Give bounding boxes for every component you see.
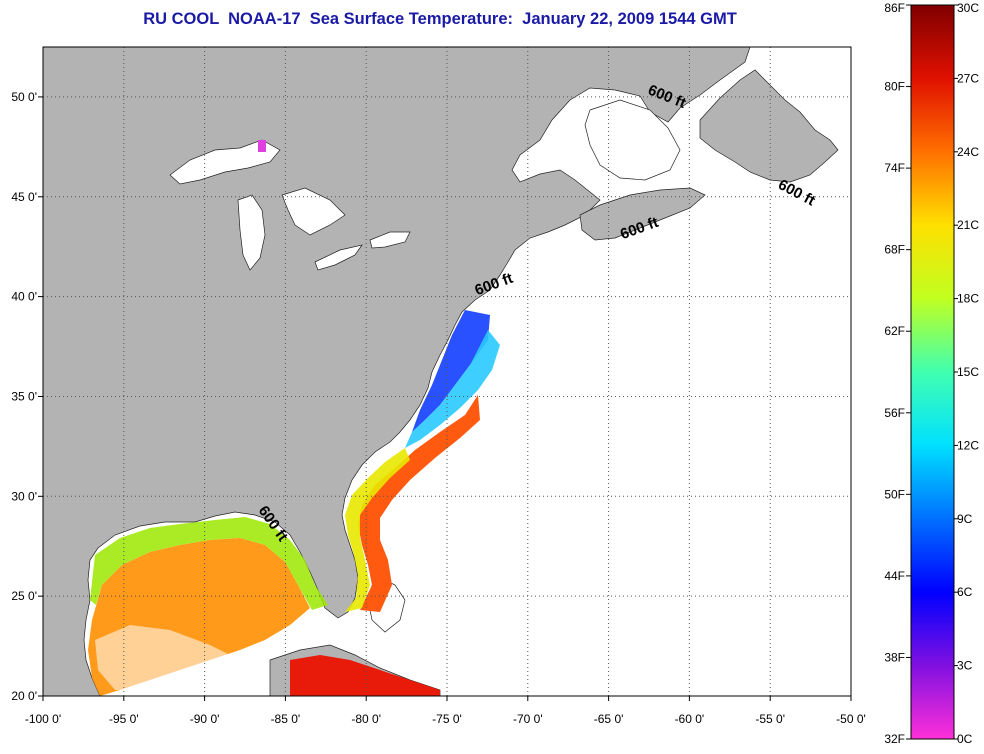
colorbar-f-label: 38F — [884, 650, 905, 664]
lake-ontario — [369, 231, 411, 249]
colorbar-f-label: 56F — [884, 406, 905, 420]
x-tick-label: -100 0' — [25, 712, 61, 726]
land-newfoundland — [699, 69, 839, 183]
colorbar-c-label: 0C — [957, 732, 973, 746]
colorbar-labels: 86F 80F 74F 68F 62F 56F 50F 44F 38F 32F 30C 27C 24C 2… — [884, 1, 979, 746]
x-tick-label: -80 0' — [351, 712, 381, 726]
colorbar-f-label: 68F — [884, 243, 905, 257]
map-title: RU COOL NOAA-17 Sea Surface Temperature:… — [143, 10, 737, 28]
x-tick-label: -65 0' — [594, 712, 624, 726]
colorbar-c-label: 24C — [957, 145, 979, 159]
x-tick-label: -90 0' — [190, 712, 220, 726]
colorbar-c-label: 3C — [957, 659, 973, 673]
colorbar-c-label: 30C — [957, 1, 979, 15]
colorbar-c-label: 18C — [957, 292, 979, 306]
colorbar-c-label: 21C — [957, 218, 979, 232]
map-frame — [42, 46, 852, 697]
nova-scotia — [579, 187, 706, 241]
y-tick-label: 25 0' — [11, 589, 37, 603]
colorbar — [910, 4, 955, 740]
y-tick-label: 45 0' — [11, 190, 37, 204]
x-tick-label: -50 0' — [836, 712, 866, 726]
y-tick-label: 35 0' — [11, 389, 37, 403]
sst-coastal-ramp — [345, 448, 410, 612]
colorbar-f-label: 80F — [884, 80, 905, 94]
colorbar-f-label: 86F — [884, 1, 905, 15]
x-tick-label: -85 0' — [271, 712, 301, 726]
x-tick-label: -75 0' — [432, 712, 462, 726]
sst-cloud-mottle — [95, 625, 240, 692]
colorbar-c-label: 27C — [957, 71, 979, 85]
land-north-america — [43, 47, 751, 696]
colorbar-f-label: 44F — [884, 569, 905, 583]
sst-gulfstream — [358, 395, 480, 612]
colorbar-f-label: 74F — [884, 161, 905, 175]
map-grid — [43, 47, 851, 696]
sst-lake-anomaly — [258, 140, 266, 152]
x-tick-label: -70 0' — [513, 712, 543, 726]
y-tick-label: 40 0' — [11, 290, 37, 304]
map-axes: -100 0' -95 0' -90 0' -85 0' -80 0' -75 0' -70… — [11, 90, 865, 726]
x-tick-label: -95 0' — [109, 712, 139, 726]
lake-michigan — [237, 194, 266, 271]
sst-caribbean — [290, 655, 440, 696]
y-tick-label: 50 0' — [11, 90, 37, 104]
lake-erie — [314, 244, 363, 271]
lake-huron — [281, 187, 346, 236]
colorbar-f-label: 62F — [884, 324, 905, 338]
sst-shelf-cold — [412, 310, 490, 432]
colorbar-c-label: 6C — [957, 585, 973, 599]
colorbar-c-label: 12C — [957, 438, 979, 452]
sst-gom-ring — [90, 517, 328, 610]
colorbar-f-label: 32F — [884, 732, 905, 746]
lake-superior — [169, 139, 281, 185]
colorbar-f-label: 50F — [884, 487, 905, 501]
colorbar-c-label: 15C — [957, 365, 979, 379]
y-tick-label: 30 0' — [11, 489, 37, 503]
x-tick-label: -55 0' — [755, 712, 785, 726]
sst-shelf-cyan — [405, 330, 500, 448]
colorbar-c-label: 9C — [957, 512, 973, 526]
x-tick-label: -60 0' — [675, 712, 705, 726]
y-tick-label: 20 0' — [11, 689, 37, 703]
